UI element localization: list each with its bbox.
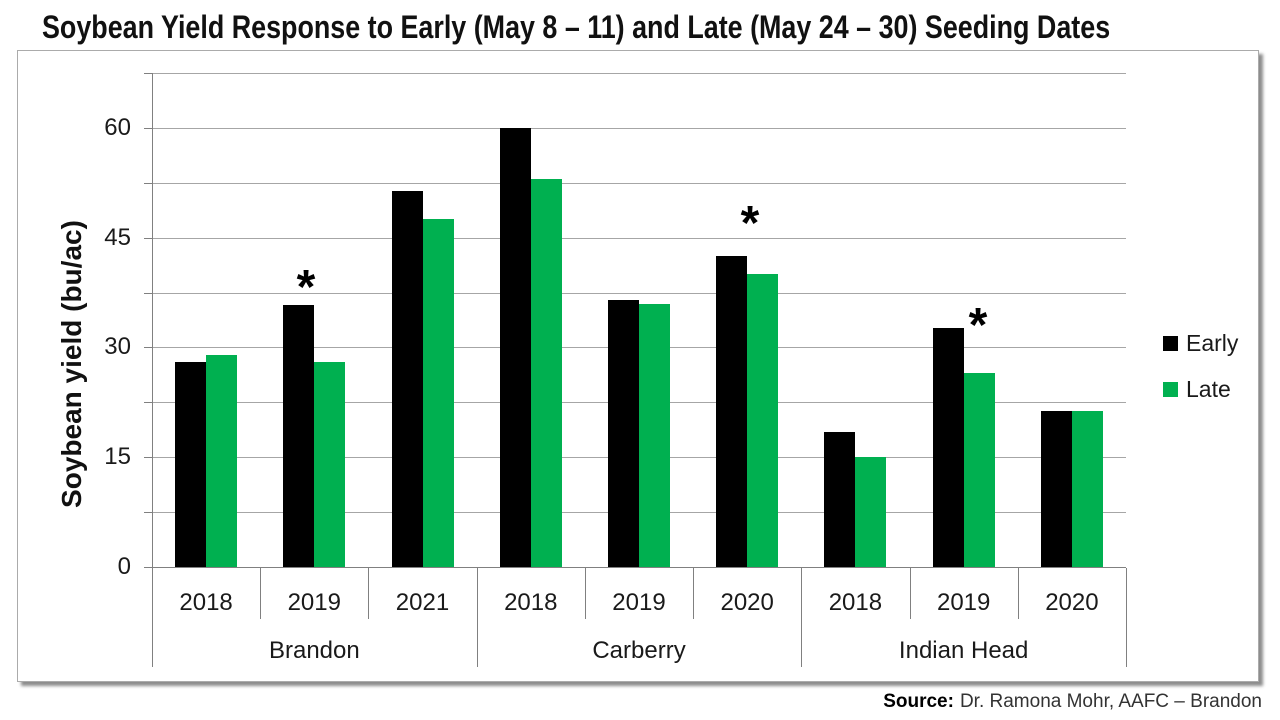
year-divider [909, 568, 911, 619]
year-label: 2018 [504, 589, 558, 616]
year-label: 2018 [179, 589, 233, 616]
year-label: 2019 [287, 589, 341, 616]
y-tick [144, 567, 152, 568]
bar-late-indian-head-2019 [963, 373, 995, 567]
bar-late-indian-head-2020 [1071, 411, 1103, 567]
source-label: Source: [883, 691, 954, 712]
legend-label-late: Late [1186, 375, 1231, 402]
gridline [152, 182, 1126, 184]
gridline [152, 73, 1126, 74]
bar-early-indian-head-2018 [824, 431, 856, 567]
legend-swatch-late-icon [1163, 381, 1178, 397]
source-credit: Source: Dr. Ramona Mohr, AAFC – Brandon [883, 691, 1262, 713]
legend-label-early: Early [1186, 329, 1239, 356]
year-divider [1017, 568, 1019, 619]
y-axis-line [152, 73, 153, 667]
location-divider [476, 568, 478, 667]
y-tick [144, 402, 152, 404]
sig-asterisk-brandon-2019: * [296, 261, 316, 314]
bar-early-indian-head-2020 [1040, 411, 1072, 567]
bar-early-brandon-2019 [283, 305, 315, 567]
year-label: 2020 [720, 589, 774, 616]
y-tick [144, 182, 152, 184]
location-divider [801, 568, 803, 667]
y-tick-label: 60 [104, 113, 131, 141]
year-label: 2019 [612, 589, 666, 616]
location-label-brandon: Brandon [268, 637, 360, 664]
y-tick [144, 457, 152, 459]
sig-asterisk-indian-head-2019: * [968, 299, 988, 352]
bar-late-brandon-2019 [314, 362, 346, 567]
year-label: 2020 [1045, 589, 1099, 616]
y-tick-label: 30 [104, 333, 131, 361]
y-tick-label: 45 [104, 223, 131, 251]
bar-early-carberry-2020 [716, 256, 748, 567]
year-divider [584, 568, 586, 619]
legend-swatch-early-icon [1163, 335, 1178, 351]
chart-title: Soybean Yield Response to Early (May 8 –… [42, 8, 1280, 46]
y-tick [144, 512, 152, 514]
bar-early-carberry-2019 [608, 299, 639, 567]
y-tick [144, 73, 152, 74]
year-label: 2019 [936, 589, 991, 616]
gridline [152, 292, 1126, 294]
sig-asterisk-carberry-2020: * [740, 197, 760, 250]
year-divider [693, 568, 695, 619]
bar-early-brandon-2018 [175, 362, 207, 567]
year-label: 2018 [828, 589, 883, 616]
legend: Early Late [1163, 329, 1239, 423]
location-label-carberry: Carberry [592, 637, 686, 664]
year-divider [368, 568, 370, 619]
bar-early-carberry-2018 [499, 127, 531, 567]
location-divider [1126, 568, 1127, 667]
source-text: Dr. Ramona Mohr, AAFC – Brandon [959, 691, 1262, 712]
bar-late-carberry-2019 [639, 303, 670, 567]
bar-late-carberry-2018 [530, 179, 562, 567]
legend-item-early: Early [1163, 329, 1239, 356]
year-divider [260, 568, 262, 619]
y-tick-label: 0 [117, 553, 131, 580]
location-label-indian-head: Indian Head [898, 637, 1029, 664]
y-tick [144, 237, 152, 239]
legend-item-late: Late [1163, 375, 1238, 402]
gridline [152, 127, 1126, 129]
bar-late-brandon-2018 [206, 354, 238, 567]
y-tick [144, 347, 152, 349]
bar-late-carberry-2020 [747, 274, 779, 567]
y-tick-label: 15 [104, 443, 131, 471]
y-tick [144, 127, 152, 129]
gridline [152, 237, 1126, 239]
chart-title-text: Soybean Yield Response to Early (May 8 –… [42, 9, 1111, 45]
location-divider [152, 568, 153, 667]
bar-early-indian-head-2019 [932, 328, 964, 567]
year-label: 2021 [395, 589, 450, 616]
bar-late-brandon-2021 [422, 219, 454, 567]
y-tick [144, 292, 152, 294]
x-axis-line [152, 567, 1126, 568]
bar-late-indian-head-2018 [855, 457, 887, 567]
bar-early-brandon-2021 [391, 190, 423, 567]
